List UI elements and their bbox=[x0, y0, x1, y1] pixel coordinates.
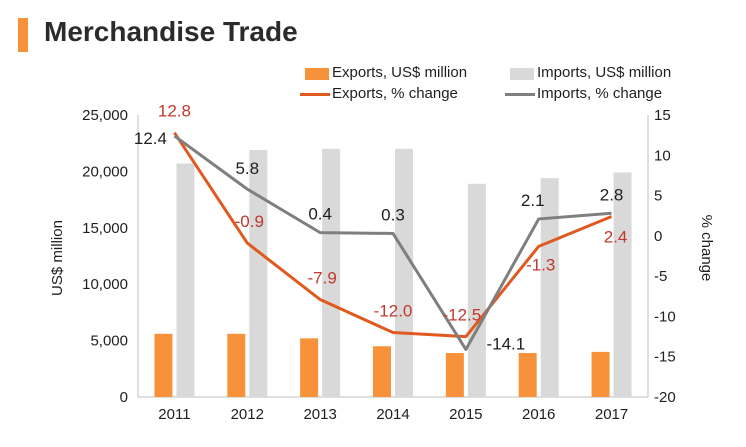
legend-label-exports-line: Exports, % change bbox=[332, 85, 458, 102]
imports-change-line bbox=[173, 134, 612, 351]
y2-tick-label: 0 bbox=[654, 228, 662, 245]
title-accent-bar bbox=[18, 18, 28, 52]
imports-bar bbox=[613, 172, 632, 397]
y2-tick-label: 15 bbox=[654, 107, 671, 124]
exports-change-line bbox=[173, 131, 613, 339]
imports-bar bbox=[322, 148, 341, 397]
x-tick-label: 2015 bbox=[449, 406, 482, 423]
y-tick-label: 10,000 bbox=[82, 276, 128, 293]
legend-swatch-exports-bar bbox=[305, 68, 329, 80]
exports-change-label: 12.8 bbox=[158, 102, 191, 121]
legend-label-imports-line: Imports, % change bbox=[537, 85, 663, 102]
y2-tick-label: -5 bbox=[654, 268, 667, 285]
y-tick-label: 0 bbox=[120, 389, 128, 406]
exports-change-label: 2.4 bbox=[604, 228, 628, 247]
x-tick-label: 2012 bbox=[231, 406, 264, 423]
imports-change-label: 12.4 bbox=[134, 129, 167, 148]
x-tick-label: 2016 bbox=[522, 406, 555, 423]
imports-bar bbox=[540, 178, 559, 397]
imports-bar bbox=[467, 183, 486, 397]
legend-swatch-exports-line bbox=[300, 93, 330, 96]
x-tick-label: 2014 bbox=[376, 406, 409, 423]
exports-bar bbox=[518, 353, 537, 397]
exports-bar bbox=[591, 351, 610, 397]
y2-tick-label: -10 bbox=[654, 308, 676, 325]
exports-bar bbox=[227, 333, 246, 397]
imports-change-label: 2.1 bbox=[521, 191, 545, 210]
imports-bar bbox=[176, 163, 195, 397]
exports-bar bbox=[154, 333, 173, 397]
exports-change-label: -12.0 bbox=[374, 302, 413, 321]
imports-change-label: 2.8 bbox=[600, 185, 624, 204]
legend-swatch-imports-bar bbox=[510, 68, 534, 80]
y-axis-title: US$ million bbox=[49, 220, 66, 296]
exports-change-label: -1.3 bbox=[526, 255, 555, 274]
exports-change-label: -12.5 bbox=[442, 306, 481, 325]
legend-label-imports-bar: Imports, US$ million bbox=[537, 64, 672, 81]
exports-bar bbox=[445, 353, 464, 397]
y-tick-label: 5,000 bbox=[90, 333, 128, 350]
imports-change-label: -14.1 bbox=[486, 334, 525, 353]
y2-tick-label: 5 bbox=[654, 188, 662, 205]
x-tick-label: 2017 bbox=[595, 406, 628, 423]
y2-tick-label: 10 bbox=[654, 147, 671, 164]
legend-swatch-imports-line bbox=[505, 93, 535, 96]
imports-change-label: 5.8 bbox=[235, 159, 259, 178]
exports-bar bbox=[300, 338, 319, 397]
imports-change-label: 0.3 bbox=[381, 205, 405, 224]
imports-bar bbox=[395, 148, 413, 397]
page-title: Merchandise Trade bbox=[44, 16, 298, 47]
y2-tick-label: -15 bbox=[654, 349, 676, 366]
imports-change-label: 0.4 bbox=[308, 205, 332, 224]
exports-bar bbox=[373, 346, 391, 397]
legend-label-exports-bar: Exports, US$ million bbox=[332, 64, 468, 81]
y-tick-label: 20,000 bbox=[82, 163, 128, 180]
exports-change-label: -0.9 bbox=[235, 212, 264, 231]
y2-axis-title: % change bbox=[698, 215, 715, 282]
y-tick-label: 15,000 bbox=[82, 220, 128, 237]
exports-change-label: -7.9 bbox=[307, 269, 336, 288]
imports-bar bbox=[249, 149, 268, 397]
x-tick-label: 2013 bbox=[303, 406, 336, 423]
y2-tick-label: -20 bbox=[654, 389, 676, 406]
x-tick-label: 2011 bbox=[158, 406, 190, 423]
y-tick-label: 25,000 bbox=[82, 107, 128, 124]
